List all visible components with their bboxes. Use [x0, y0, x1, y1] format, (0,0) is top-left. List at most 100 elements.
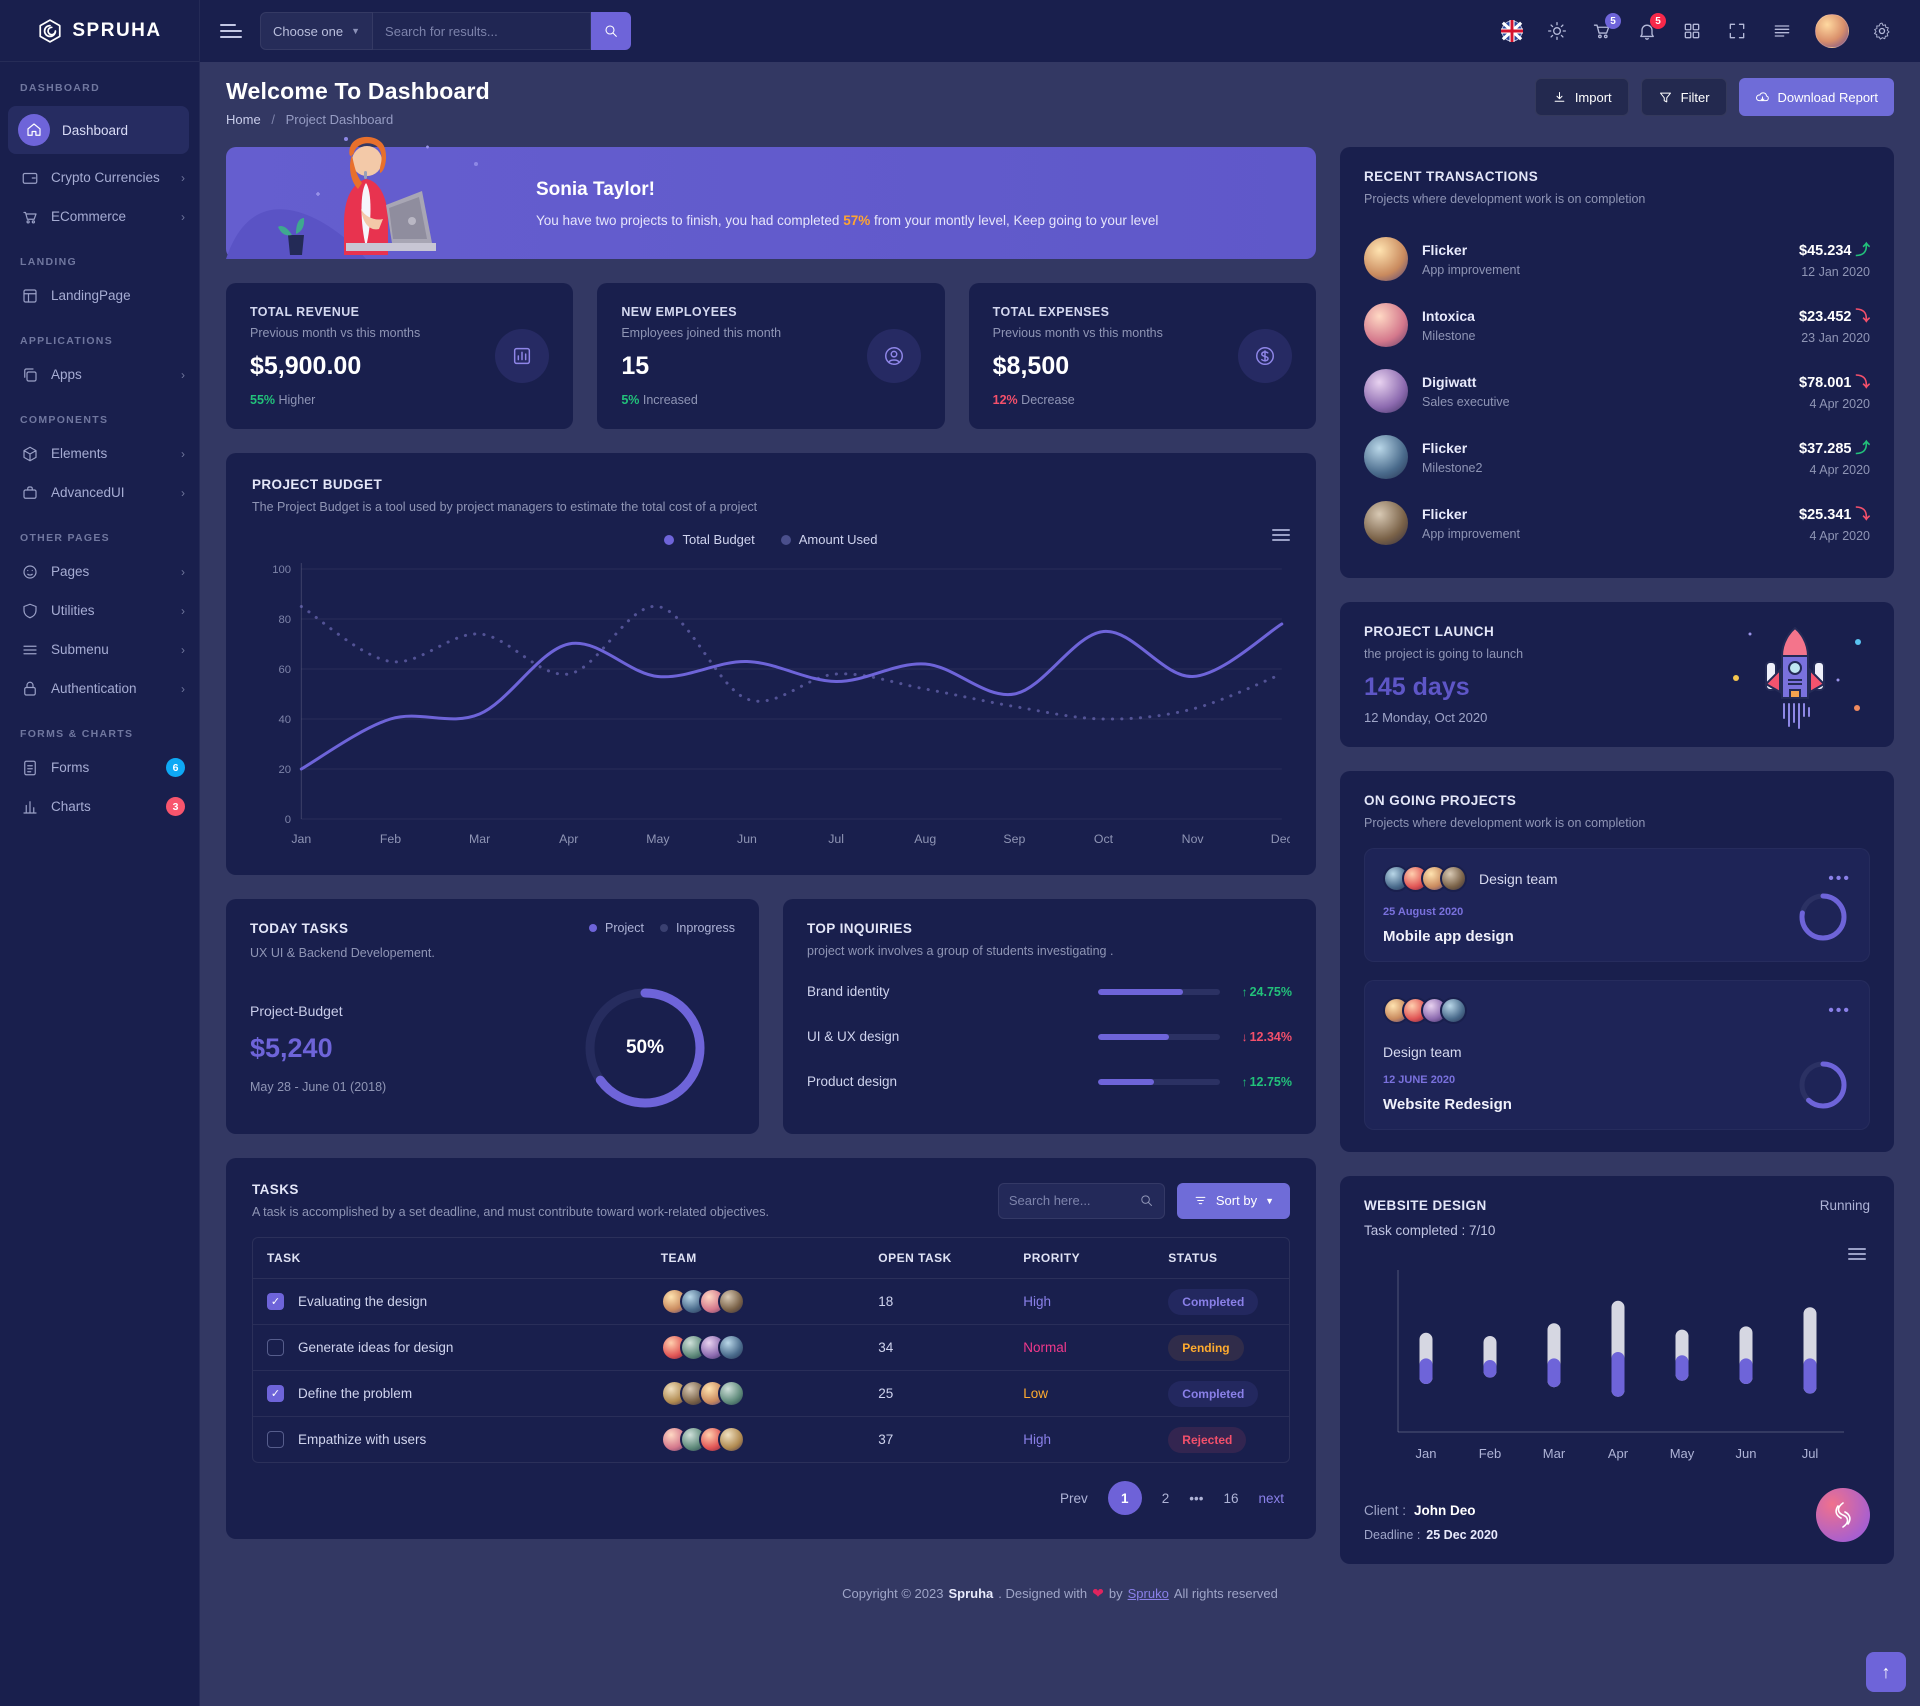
- transactions-subtitle: Projects where development work is on co…: [1364, 192, 1646, 206]
- page-header: Welcome To Dashboard Home / Project Dash…: [226, 78, 1894, 127]
- website-design-card: WEBSITE DESIGN Running Task completed : …: [1340, 1176, 1894, 1564]
- sidebar-item-landingpage[interactable]: LandingPage: [0, 276, 199, 315]
- right-panel-button[interactable]: [1770, 19, 1794, 43]
- top-inquiries-subtitle: project work involves a group of student…: [807, 944, 1114, 958]
- sort-icon: [1195, 1196, 1206, 1205]
- sidebar-item-forms[interactable]: Forms 6: [0, 748, 199, 787]
- sidebar-item-authentication[interactable]: Authentication ›: [0, 669, 199, 708]
- sidebar-item-label: Forms: [51, 760, 90, 775]
- task-checkbox[interactable]: [267, 1293, 284, 1310]
- ongoing-subtitle: Projects where development work is on co…: [1364, 816, 1646, 830]
- project-budget-card: PROJECT BUDGET The Project Budget is a t…: [226, 453, 1316, 875]
- search-icon: [605, 25, 617, 37]
- chart-menu-icon[interactable]: [1846, 1248, 1866, 1260]
- sidebar-item-utilities[interactable]: Utilities ›: [0, 591, 199, 630]
- more-options-icon[interactable]: •••: [1828, 869, 1851, 887]
- download-report-button[interactable]: Download Report: [1738, 78, 1894, 116]
- sidebar-item-submenu[interactable]: Submenu ›: [0, 630, 199, 669]
- chevron-right-icon: ›: [181, 209, 185, 224]
- chart-legend: Total Budget Amount Used: [252, 529, 1290, 547]
- ongoing-projects-card: ON GOING PROJECTS Projects where develop…: [1340, 771, 1894, 1152]
- sidebar-item-elements[interactable]: Elements ›: [0, 434, 199, 473]
- svg-text:100: 100: [272, 564, 291, 576]
- priority-label: Normal: [1023, 1340, 1067, 1355]
- task-checkbox[interactable]: [267, 1431, 284, 1448]
- transaction-role: Milestone: [1422, 328, 1476, 343]
- sidebar-item-advancedui[interactable]: AdvancedUI ›: [0, 473, 199, 512]
- column-header-task[interactable]: TASK: [253, 1238, 647, 1279]
- chart-menu-icon[interactable]: [1272, 526, 1290, 544]
- sidebar-item-label: Submenu: [51, 642, 109, 657]
- svg-text:Feb: Feb: [380, 832, 401, 846]
- top-inquiries-card: TOP INQUIRIES project work involves a gr…: [783, 899, 1316, 1134]
- open-task-count: 25: [864, 1371, 1010, 1417]
- svg-text:Mar: Mar: [1543, 1446, 1566, 1461]
- briefcase-icon: [20, 483, 39, 502]
- more-options-icon[interactable]: •••: [1828, 1001, 1851, 1019]
- scroll-to-top-button[interactable]: ↑: [1866, 1652, 1906, 1692]
- settings-button[interactable]: [1870, 19, 1894, 43]
- sort-by-button[interactable]: Sort by ▼: [1176, 1182, 1290, 1219]
- cart-button[interactable]: 5: [1590, 13, 1621, 43]
- column-header-priority[interactable]: PRORITY: [1009, 1238, 1155, 1279]
- stat-value: $5,900.00: [250, 352, 362, 380]
- sidebar-item-dashboard[interactable]: Dashboard: [8, 106, 189, 154]
- filter-button[interactable]: Filter: [1640, 78, 1727, 116]
- banner-highlight: 57%: [843, 212, 871, 228]
- task-checkbox[interactable]: [267, 1339, 284, 1356]
- transaction-row: Flicker App improvement $25.341 ⤵ 4 Apr 20…: [1364, 490, 1870, 556]
- sidebar-toggle-icon[interactable]: [220, 20, 242, 42]
- launch-days: 145 days: [1364, 673, 1470, 701]
- project-item: ••• Design team 12 JUNE 2020 Website Red…: [1364, 980, 1870, 1130]
- transaction-name: Digiwatt: [1422, 373, 1477, 390]
- transaction-role: App improvement: [1422, 526, 1520, 541]
- import-button[interactable]: Import: [1534, 78, 1629, 116]
- transaction-date: 4 Apr 2020: [1809, 529, 1870, 543]
- column-header-status[interactable]: STATUS: [1154, 1238, 1289, 1279]
- search-input[interactable]: [373, 12, 592, 50]
- pagination-page-16[interactable]: 16: [1223, 1490, 1239, 1506]
- search-button[interactable]: [591, 12, 632, 50]
- theme-toggle-button[interactable]: [1545, 19, 1569, 43]
- inquiry-progress-bar: [1098, 1078, 1220, 1085]
- column-header-team[interactable]: TEAM: [646, 1238, 865, 1279]
- pagination-page-1[interactable]: 1: [1107, 1481, 1142, 1515]
- banner-illustration: [226, 109, 526, 259]
- pagination-ellipsis[interactable]: •••: [1189, 1490, 1204, 1506]
- breadcrumb-home[interactable]: Home: [226, 112, 261, 127]
- app-logo[interactable]: SPRUHA: [0, 0, 199, 62]
- launch-date: 12 Monday, Oct 2020: [1364, 710, 1488, 725]
- svg-text:Dec: Dec: [1271, 832, 1290, 846]
- language-flag-button[interactable]: [1500, 19, 1524, 43]
- spruha-logo-icon: [39, 18, 61, 43]
- user-avatar[interactable]: [1815, 14, 1849, 48]
- apps-grid-button[interactable]: [1680, 19, 1704, 43]
- svg-text:Apr: Apr: [559, 832, 578, 846]
- notifications-button[interactable]: 5: [1635, 13, 1666, 43]
- sidebar-item-ecommerce[interactable]: ECommerce ›: [0, 197, 199, 236]
- transaction-role: Sales executive: [1422, 394, 1510, 409]
- sidebar-item-label: Elements: [51, 446, 108, 461]
- donut-percent-label: 50%: [625, 1037, 665, 1058]
- pagination-prev[interactable]: Prev: [1059, 1490, 1088, 1506]
- arrow-up-icon: ↑: [1881, 1661, 1891, 1682]
- select-label: Choose one: [273, 23, 344, 39]
- sidebar-item-apps[interactable]: Apps ›: [0, 355, 199, 394]
- task-checkbox[interactable]: [267, 1385, 284, 1402]
- tasks-search-input[interactable]: [1008, 1193, 1139, 1208]
- team-avatars: [660, 1288, 851, 1315]
- pagination-next[interactable]: next: [1258, 1490, 1284, 1506]
- chevron-down-icon: ▼: [351, 26, 361, 36]
- chevron-right-icon: ›: [181, 446, 185, 461]
- svg-text:Jan: Jan: [291, 832, 311, 846]
- sidebar-item-crypto-currencies[interactable]: Crypto Currencies ›: [0, 158, 199, 197]
- pagination-page-2[interactable]: 2: [1161, 1490, 1170, 1506]
- sidebar-item-charts[interactable]: Charts 3: [0, 787, 199, 826]
- sidebar-item-pages[interactable]: Pages ›: [0, 552, 199, 591]
- chevron-right-icon: ›: [181, 564, 185, 579]
- search-category-select[interactable]: Choose one ▼: [260, 12, 374, 50]
- column-header-open-task[interactable]: OPEN TASK: [864, 1238, 1010, 1279]
- fullscreen-button[interactable]: [1725, 19, 1749, 43]
- trend-arrow-icon: ↓: [1241, 1029, 1248, 1044]
- spruko-link[interactable]: Spruko: [1127, 1585, 1169, 1601]
